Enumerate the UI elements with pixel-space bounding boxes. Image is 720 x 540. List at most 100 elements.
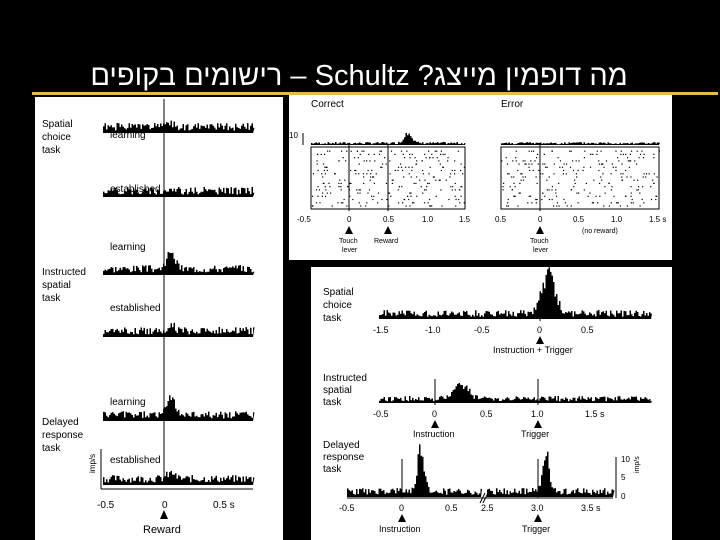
raster-spike xyxy=(650,186,652,188)
raster-spike xyxy=(559,166,561,168)
raster-spike xyxy=(551,186,553,188)
raster-spike xyxy=(409,192,411,194)
task-label-line: task xyxy=(323,313,342,324)
raster-spike xyxy=(507,202,509,204)
raster-spike xyxy=(514,195,516,197)
raster-spike xyxy=(502,189,504,191)
raster-spike xyxy=(365,205,367,207)
raster-spike xyxy=(426,186,428,188)
raster-spike xyxy=(596,150,598,152)
raster-spike xyxy=(427,202,429,204)
raster-spike xyxy=(604,186,606,188)
x-tick-label: 0.5 s xyxy=(213,500,235,511)
raster-spike xyxy=(422,192,424,194)
task-label-line: spatial xyxy=(42,280,71,291)
raster-spike xyxy=(360,205,362,207)
raster-spike xyxy=(653,153,655,155)
raster-spike xyxy=(371,195,373,197)
panel-title: Error xyxy=(501,99,524,110)
raster-spike xyxy=(343,198,345,201)
x-tick-label: 1.5 xyxy=(459,215,471,224)
raster-spike xyxy=(520,173,522,175)
raster-spike xyxy=(366,160,368,162)
raster-spike xyxy=(630,176,632,178)
raster-spike xyxy=(501,160,503,162)
task-label-line: task xyxy=(323,397,342,408)
raster-spike xyxy=(502,186,504,188)
raster-spike xyxy=(410,192,412,194)
raster-spike xyxy=(380,166,382,168)
raster-spike xyxy=(655,195,657,197)
raster-spike xyxy=(574,179,576,181)
event-label: Touch xyxy=(339,238,358,245)
task-label-line: Spatial xyxy=(323,287,354,298)
raster-spike xyxy=(528,150,530,152)
raster-spike xyxy=(433,176,435,178)
raster-spike xyxy=(639,205,641,207)
raster-spike xyxy=(629,153,631,155)
raster-spike xyxy=(347,186,349,188)
raster-spike xyxy=(564,202,566,204)
raster-spike xyxy=(358,163,360,165)
raster-spike xyxy=(367,169,369,172)
raster-spike xyxy=(544,195,546,197)
raster-spike xyxy=(618,160,620,162)
raster-spike xyxy=(373,176,375,178)
raster-spike xyxy=(522,160,524,162)
raster-spike xyxy=(553,163,555,165)
event-label: Reward xyxy=(143,524,181,536)
raster-spike xyxy=(625,195,627,197)
slide-title: מה דופמין מייצג? Schultz – רישומים בקופי… xyxy=(90,60,628,92)
raster-spike xyxy=(566,163,568,165)
raster-spike xyxy=(458,198,460,201)
raster-spike xyxy=(517,169,519,172)
raster-spike xyxy=(338,160,340,162)
raster-spike xyxy=(391,179,393,181)
raster-spike xyxy=(578,160,580,162)
raster-spike xyxy=(542,163,544,165)
raster-spike xyxy=(454,195,456,197)
x-tick-label: 1.0 xyxy=(531,409,544,419)
raster-spike xyxy=(464,202,466,204)
raster-spike xyxy=(610,189,612,191)
raster-spike xyxy=(356,189,358,191)
raster-spike xyxy=(530,195,532,197)
histogram-trace xyxy=(487,451,615,497)
event-label: Reward xyxy=(374,238,398,245)
raster-spike xyxy=(570,205,572,207)
raster-spike xyxy=(598,160,600,162)
axis-break xyxy=(479,492,486,504)
raster-spike xyxy=(403,198,405,201)
raster-spike xyxy=(422,169,424,172)
raster-spike xyxy=(548,176,550,178)
raster-spike xyxy=(389,160,391,162)
event-label: lever xyxy=(342,247,358,254)
raster-spike xyxy=(524,163,526,165)
raster-spike xyxy=(628,166,630,168)
raster-spike xyxy=(410,176,412,178)
condition-label: established xyxy=(110,184,161,195)
raster-spike xyxy=(610,202,612,204)
histogram-trace xyxy=(103,322,255,337)
raster-spike xyxy=(349,182,351,184)
raster-spike xyxy=(575,173,577,175)
raster-spike xyxy=(389,192,391,194)
raster-spike xyxy=(454,189,456,191)
task-label-line: Spatial xyxy=(42,119,73,130)
raster-spike xyxy=(321,195,323,197)
raster-spike xyxy=(542,192,544,194)
event-marker-triangle xyxy=(345,226,353,234)
raster-spike xyxy=(578,192,580,194)
raster-spike xyxy=(625,153,627,155)
raster-spike xyxy=(619,205,622,207)
raster-spike xyxy=(369,160,371,162)
raster-spike xyxy=(642,186,644,188)
raster-spike xyxy=(551,189,553,191)
raster-spike xyxy=(357,157,359,159)
raster-spike xyxy=(322,182,324,184)
raster-spike xyxy=(616,202,618,204)
raster-spike xyxy=(617,157,619,159)
raster-spike xyxy=(512,160,514,162)
raster-spike xyxy=(638,186,640,188)
raster-spike xyxy=(390,195,392,197)
